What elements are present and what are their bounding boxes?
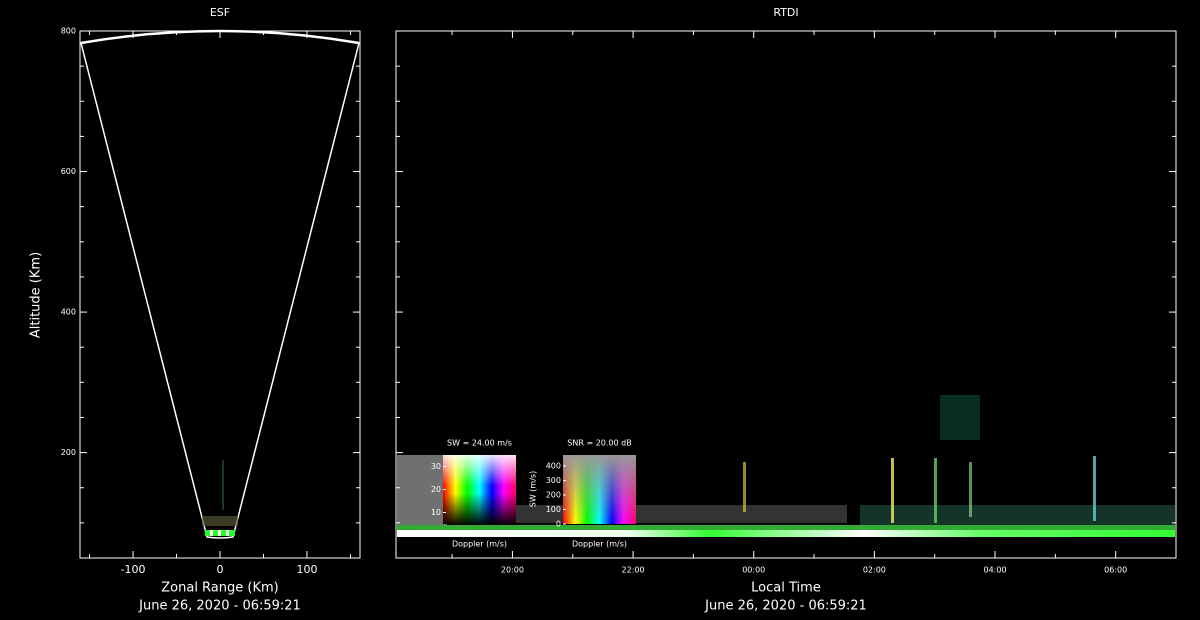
legend-y-tick-label: 400 (546, 461, 561, 470)
x-tick-label: 100 (296, 563, 317, 576)
x-tick-label: 04:00 (983, 566, 1006, 575)
x-tick-label: 00:00 (742, 566, 765, 575)
rtdi-frame (395, 30, 1177, 559)
legend-y-tick-label: 200 (546, 490, 561, 499)
x-tick-label: 02:00 (863, 566, 886, 575)
chart-title: ESF (210, 6, 230, 19)
legend-title: SNR = 20.00 dB (567, 439, 631, 448)
chart-title: RTDI (773, 6, 798, 19)
rtdi-echo (397, 395, 1175, 537)
legend-y-tick-label: 30 (431, 462, 441, 471)
legend-title: SW = 24.00 m/s (447, 439, 512, 448)
y-tick-label: 800 (61, 27, 76, 36)
x-tick-label: 22:00 (622, 566, 645, 575)
legend-y-tick-label: 300 (546, 476, 561, 485)
x-axis-label: Local Time (751, 581, 821, 596)
y-tick-label: 600 (61, 167, 76, 176)
y-axis-label: Altitude (Km) (29, 252, 44, 338)
footer-timestamp: June 26, 2020 - 06:59:21 (138, 599, 301, 614)
x-tick-label: -100 (121, 563, 146, 576)
esf-echo (202, 460, 238, 536)
x-axis-label: Zonal Range (Km) (161, 581, 278, 596)
y-tick-label: 200 (61, 448, 76, 457)
legend-y-tick-label: 20 (431, 485, 441, 494)
legend-y-tick-label: 10 (431, 508, 441, 517)
x-tick-label: 06:00 (1104, 566, 1127, 575)
y-tick-label: 400 (61, 308, 76, 317)
legend-x-label: Doppler (m/s) (452, 540, 507, 549)
esf-frame (79, 30, 361, 559)
footer-timestamp: June 26, 2020 - 06:59:21 (704, 599, 867, 614)
legend-y-tick-label: 100 (546, 505, 561, 514)
legend-x-label: Doppler (m/s) (572, 540, 627, 549)
legend-y-label: SW (m/s) (529, 471, 538, 507)
legend-y-tick-label: 0 (556, 520, 561, 529)
x-tick-label: 20:00 (501, 566, 524, 575)
legend-inset (443, 455, 636, 524)
x-tick-label: 0 (217, 563, 224, 576)
esf-sector (80, 30, 360, 539)
